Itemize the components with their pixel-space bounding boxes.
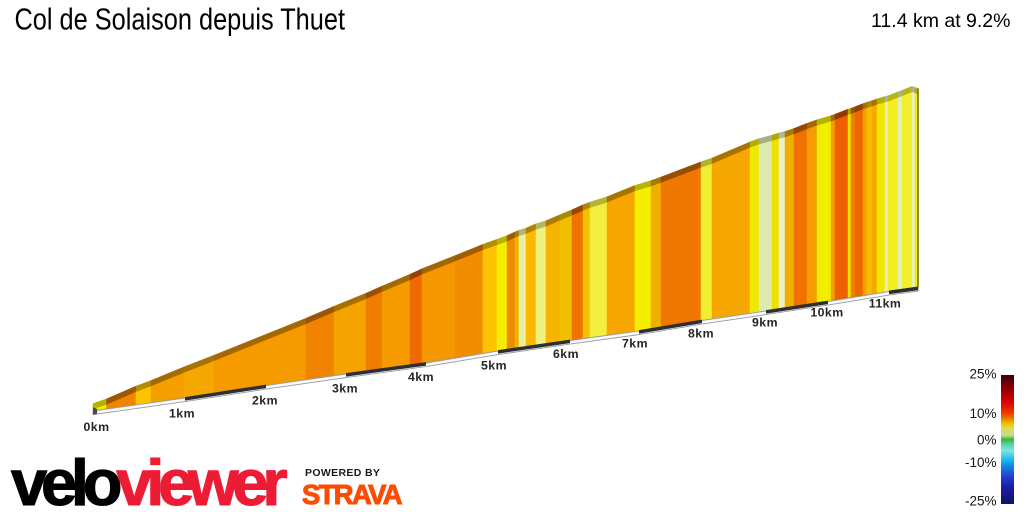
svg-text:11.4 km at 9.2%: 11.4 km at 9.2%: [871, 10, 1010, 32]
svg-text:11km: 11km: [869, 297, 902, 311]
svg-text:6km: 6km: [553, 347, 579, 361]
svg-text:5km: 5km: [481, 358, 507, 372]
svg-text:0%: 0%: [977, 433, 997, 448]
svg-text:2km: 2km: [252, 394, 278, 408]
svg-text:9km: 9km: [752, 316, 778, 330]
svg-text:3km: 3km: [332, 382, 358, 396]
svg-text:8km: 8km: [688, 326, 714, 340]
svg-text:7km: 7km: [622, 336, 648, 350]
svg-text:4km: 4km: [408, 370, 434, 384]
svg-text:0km: 0km: [84, 420, 110, 434]
svg-text:10km: 10km: [810, 306, 843, 320]
svg-text:-10%: -10%: [965, 455, 997, 470]
svg-text:10%: 10%: [969, 406, 996, 421]
svg-text:25%: 25%: [969, 366, 996, 381]
svg-text:Col de Solaison depuis Thuet: Col de Solaison depuis Thuet: [15, 1, 346, 36]
svg-text:1km: 1km: [169, 407, 195, 421]
svg-text:-25%: -25%: [965, 493, 997, 508]
